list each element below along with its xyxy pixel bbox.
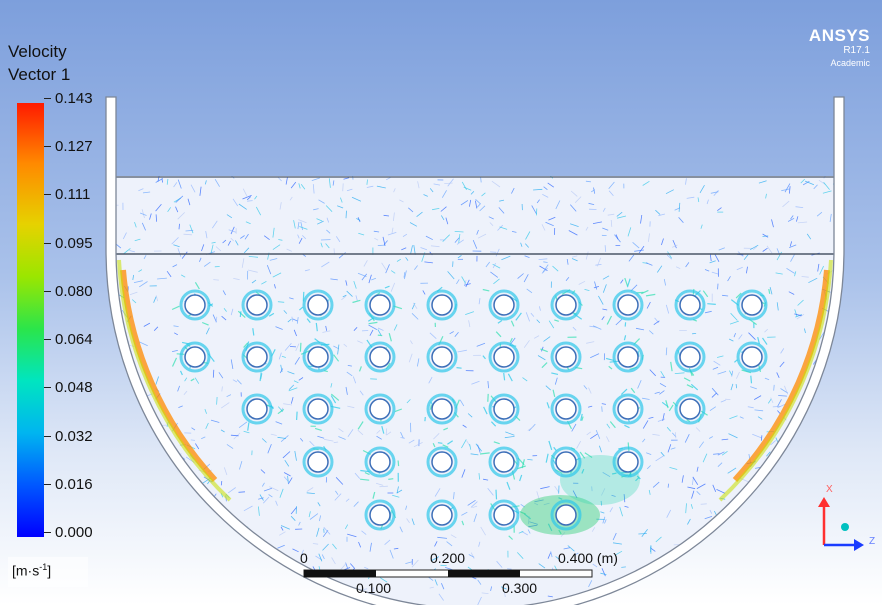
tube-20 bbox=[246, 398, 268, 420]
tube-21 bbox=[307, 398, 329, 420]
z-axis-label: Z bbox=[869, 536, 876, 547]
tube-35 bbox=[431, 504, 453, 526]
scale-label-0200: 0.200 bbox=[430, 550, 466, 566]
tube-6 bbox=[555, 294, 577, 316]
legend-tick-3: 0.095 bbox=[44, 234, 93, 252]
tube-5 bbox=[493, 294, 515, 316]
tube-16 bbox=[555, 346, 577, 368]
tube-24 bbox=[493, 398, 515, 420]
legend-tick-5: 0.064 bbox=[44, 331, 93, 349]
tube-10 bbox=[184, 346, 206, 368]
y-axis-marker bbox=[841, 523, 849, 531]
tube-28 bbox=[307, 451, 329, 473]
tube-1 bbox=[246, 294, 268, 316]
tube-11 bbox=[246, 346, 268, 368]
scale-label-0400: 0.400 (m) bbox=[558, 550, 618, 566]
ansys-version: R17.1 bbox=[843, 45, 870, 56]
tube-37 bbox=[555, 504, 577, 526]
tube-12 bbox=[307, 346, 329, 368]
axis-triad bbox=[818, 497, 864, 551]
ansys-logo: ANSYS bbox=[808, 26, 870, 45]
tube-3 bbox=[369, 294, 391, 316]
tube-33 bbox=[617, 451, 639, 473]
legend-tick-0: 0.143 bbox=[44, 90, 93, 107]
tube-30 bbox=[431, 451, 453, 473]
tube-17 bbox=[617, 346, 639, 368]
tube-32 bbox=[555, 451, 577, 473]
tube-34 bbox=[369, 504, 391, 526]
ansys-edition: Academic bbox=[830, 58, 870, 68]
tank-wall bbox=[105, 96, 845, 605]
tube-19 bbox=[741, 346, 763, 368]
tube-36 bbox=[493, 504, 515, 526]
fluid-region bbox=[116, 176, 834, 605]
tube-bundle bbox=[179, 289, 768, 531]
legend-tick-6: 0.048 bbox=[44, 379, 93, 397]
wall-jet-right bbox=[732, 269, 830, 483]
tube-29 bbox=[369, 451, 391, 473]
tube-31 bbox=[493, 451, 515, 473]
tube-8 bbox=[679, 294, 701, 316]
tube-14 bbox=[431, 346, 453, 368]
scale-label-0: 0 bbox=[300, 550, 308, 566]
tube-4 bbox=[431, 294, 453, 316]
tube-25 bbox=[555, 398, 577, 420]
scale-bar bbox=[303, 569, 593, 578]
tube-22 bbox=[369, 398, 391, 420]
wall-jet-left bbox=[120, 269, 218, 483]
legend-tick-4: 0.080 bbox=[44, 282, 93, 300]
x-axis-label: X bbox=[826, 484, 833, 495]
tube-23 bbox=[431, 398, 453, 420]
legend-tick-7: 0.032 bbox=[44, 427, 93, 445]
tube-2 bbox=[307, 294, 329, 316]
legend-tick-9: 0.000 bbox=[44, 524, 93, 541]
legend-title-line1: Velocity bbox=[8, 42, 67, 61]
scale-label-0300: 0.300 bbox=[502, 580, 538, 596]
legend-title-line2: Vector 1 bbox=[8, 65, 71, 84]
tube-9 bbox=[741, 294, 763, 316]
scale-label-0100: 0.100 bbox=[356, 580, 392, 596]
tube-0 bbox=[184, 294, 206, 316]
tube-18 bbox=[679, 346, 701, 368]
tube-26 bbox=[617, 398, 639, 420]
legend-tick-8: 0.016 bbox=[44, 475, 93, 493]
tube-13 bbox=[369, 346, 391, 368]
tube-15 bbox=[493, 346, 515, 368]
tube-27 bbox=[679, 398, 701, 420]
legend-color-bar bbox=[17, 103, 44, 537]
legend-unit: [m·s-1] bbox=[8, 557, 88, 587]
legend-tick-2: 0.111 bbox=[43, 186, 91, 204]
legend-tick-1: 0.127 bbox=[44, 138, 93, 156]
tube-7 bbox=[617, 294, 639, 316]
